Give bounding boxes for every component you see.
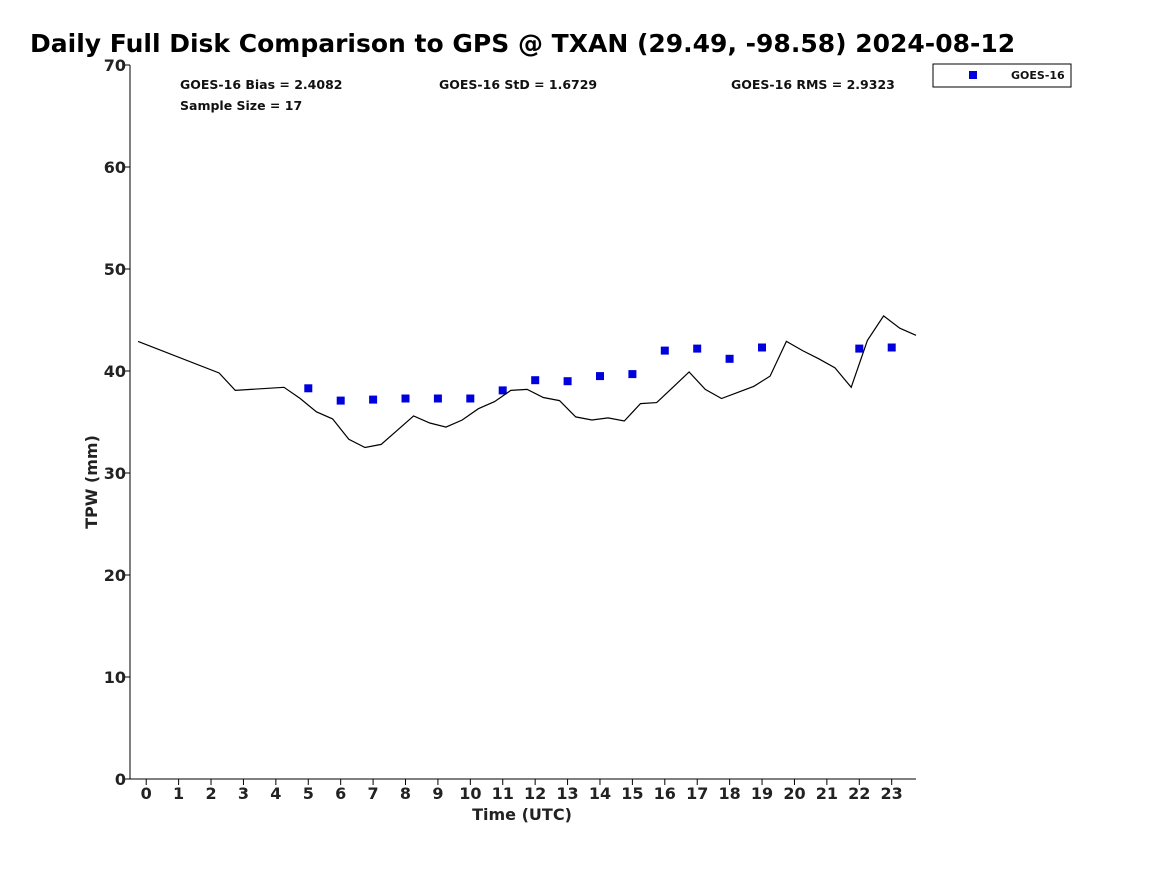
goes16-point (725, 354, 734, 363)
x-tick-label: 15 (621, 784, 643, 803)
x-ticks: 0 1 2 3 4 5 6 7 8 9 10 11 12 13 14 15 16 17 18 19 20 21 22 23 (141, 779, 903, 803)
x-tick-label: 23 (881, 784, 903, 803)
bias-annotation: GOES-16 Bias = 2.4082 (180, 77, 342, 92)
goes16-point (887, 343, 896, 352)
x-tick-label: 3 (238, 784, 249, 803)
sample-size-annotation: Sample Size = 17 (180, 98, 302, 113)
legend-marker-goes16 (969, 71, 977, 79)
y-tick-label: 60 (104, 158, 126, 177)
legend-box (932, 63, 1072, 88)
x-tick-label: 0 (141, 784, 152, 803)
y-tick-label: 40 (104, 362, 126, 381)
x-tick-label: 6 (335, 784, 346, 803)
x-tick-label: 16 (654, 784, 676, 803)
x-tick-label: 14 (589, 784, 611, 803)
rms-annotation: GOES-16 RMS = 2.9323 (731, 77, 895, 92)
x-tick-label: 19 (751, 784, 773, 803)
std-annotation: GOES-16 StD = 1.6729 (439, 77, 597, 92)
legend-label-goes16: GOES-16 (1011, 69, 1065, 82)
series (137, 315, 917, 449)
x-axis-label: Time (UTC) (472, 805, 572, 824)
y-tick-label: 20 (104, 566, 126, 585)
goes16-point (693, 344, 702, 353)
x-tick-label: 20 (783, 784, 805, 803)
x-tick-label: 7 (368, 784, 379, 803)
x-tick-label: 4 (270, 784, 281, 803)
x-tick-label: 9 (432, 784, 443, 803)
x-tick-label: 10 (459, 784, 481, 803)
x-tick-label: 2 (205, 784, 216, 803)
y-tick-label: 30 (104, 464, 126, 483)
plot-axes (129, 65, 916, 780)
x-tick-label: 13 (556, 784, 578, 803)
x-tick-label: 8 (400, 784, 411, 803)
x-tick-label: 12 (524, 784, 546, 803)
goes16-point (369, 395, 378, 404)
y-axis-label: TPW (mm) (82, 435, 101, 529)
x-tick-label: 18 (718, 784, 740, 803)
goes16-point (660, 346, 669, 355)
goes16-point (498, 386, 507, 395)
goes16-point (304, 384, 313, 393)
goes16-point (433, 394, 442, 403)
goes16-point (401, 394, 410, 403)
x-tick-label: 5 (303, 784, 314, 803)
gps-tpw-line (137, 315, 917, 449)
goes16-point (336, 396, 345, 405)
y-tick-label: 10 (104, 668, 126, 687)
goes16-point (628, 370, 637, 379)
goes16-point (596, 372, 604, 381)
goes16-point (855, 344, 864, 353)
x-tick-label: 22 (848, 784, 870, 803)
goes16-point (758, 343, 766, 352)
x-tick-label: 17 (686, 784, 708, 803)
legend: GOES-16 (932, 63, 1072, 88)
y-ticks: 0 10 20 30 40 50 60 70 (104, 56, 130, 789)
x-tick-label: 21 (816, 784, 838, 803)
x-tick-label: 1 (173, 784, 184, 803)
goes16-point (466, 394, 475, 403)
x-tick-label: 11 (492, 784, 514, 803)
chart-title: Daily Full Disk Comparison to GPS @ TXAN… (30, 29, 1015, 58)
y-tick-label: 0 (115, 770, 126, 789)
goes16-point (531, 376, 540, 385)
goes16-point (563, 377, 572, 386)
y-tick-label: 70 (104, 56, 126, 75)
y-tick-label: 50 (104, 260, 126, 279)
